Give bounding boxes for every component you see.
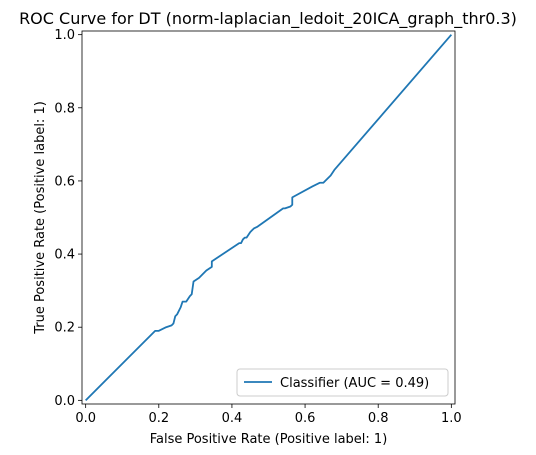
x-tick-label: 0.6 (295, 411, 316, 426)
plot-frame (81, 30, 456, 405)
chart-title: ROC Curve for DT (norm-laplacian_ledoit_… (19, 9, 517, 29)
x-tick-label: 0.0 (75, 411, 96, 426)
y-tick-label: 0.6 (54, 174, 75, 189)
plot-area (81, 30, 456, 405)
y-tick-label: 0.8 (54, 101, 75, 116)
y-axis-label: True Positive Rate (Positive label: 1) (33, 101, 48, 335)
legend: Classifier (AUC = 0.49) (236, 368, 449, 397)
y-tick-label: 1.0 (54, 28, 75, 43)
x-tick-label: 0.8 (368, 411, 389, 426)
x-tick-label: 0.2 (148, 411, 169, 426)
y-tick-label: 0.0 (54, 394, 75, 409)
y-tick-label: 0.4 (54, 248, 75, 263)
x-axis-ticks: 0.0 0.2 0.4 0.6 0.8 1.0 (75, 404, 462, 426)
x-tick-label: 0.4 (222, 411, 243, 426)
legend-box (236, 368, 449, 397)
y-tick-label: 0.2 (54, 321, 75, 336)
legend-label: Classifier (AUC = 0.49) (280, 376, 429, 391)
y-axis-ticks: 0.0 0.2 0.4 0.6 0.8 1.0 (54, 28, 82, 409)
roc-curve-line (85, 34, 453, 401)
x-tick-label: 1.0 (441, 411, 462, 426)
x-axis-label: False Positive Rate (Positive label: 1) (150, 432, 388, 447)
